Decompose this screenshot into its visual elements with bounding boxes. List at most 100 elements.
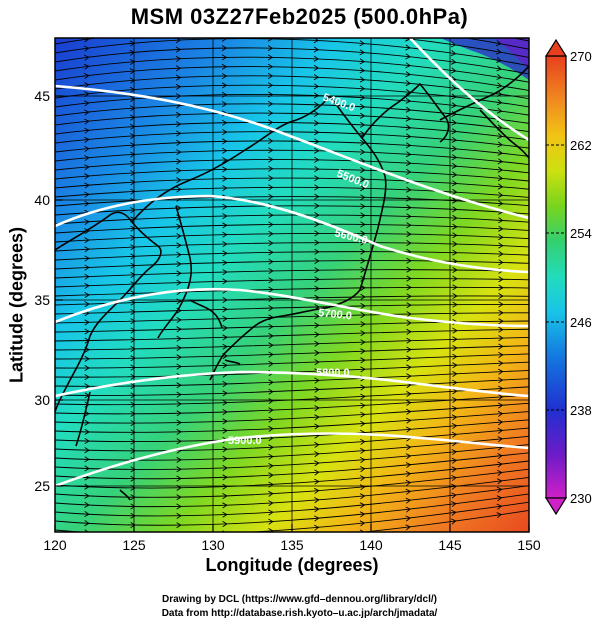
wind-arrowhead	[497, 200, 504, 207]
wind-arrowhead	[176, 19, 180, 24]
wind-arrowhead	[267, 82, 274, 89]
wind-arrowhead	[130, 253, 136, 260]
wind-arrowhead	[360, 357, 366, 364]
wind-arrowhead	[129, 114, 136, 121]
wind-arrowhead	[405, 515, 412, 522]
wind-arrowhead	[84, 127, 90, 134]
wind-arrowhead	[497, 166, 504, 173]
wind-arrowhead	[268, 277, 274, 284]
wind-arrowhead	[360, 402, 366, 409]
wind-arrowhead	[496, 48, 502, 55]
wind-arrowhead	[176, 242, 182, 249]
wind-arrowhead	[268, 221, 274, 228]
wind-arrowhead	[222, 147, 228, 154]
wind-arrowhead	[313, 524, 320, 531]
wind-arrowhead	[130, 429, 136, 436]
wind-arrowhead	[130, 420, 136, 427]
wind-arrowhead	[222, 278, 228, 285]
wind-arrowhead	[84, 501, 90, 508]
wind-arrowhead	[360, 239, 366, 246]
wind-arrowhead	[268, 323, 274, 330]
wind-arrowhead	[175, 121, 182, 128]
wind-arrowhead	[222, 493, 228, 500]
colorbar-lower-arrow	[544, 497, 568, 516]
wind-arrowhead	[84, 264, 90, 271]
wind-arrowhead	[451, 397, 458, 403]
wind-arrowhead	[222, 315, 228, 322]
wind-arrowhead	[130, 466, 136, 473]
wind-arrowhead	[314, 29, 318, 34]
streamline	[55, 103, 529, 124]
wind-arrowhead	[313, 506, 320, 513]
wind-arrowhead	[450, 50, 457, 57]
wind-arrowhead	[268, 379, 274, 386]
wind-arrowhead	[268, 472, 274, 479]
wind-arrowhead	[84, 374, 90, 381]
wind-arrowhead	[176, 317, 182, 323]
wind-arrowhead	[130, 179, 136, 186]
streamline	[55, 394, 529, 415]
wind-arrowhead	[221, 45, 228, 52]
wind-arrowhead	[129, 77, 136, 84]
streamline	[55, 168, 529, 182]
wind-arrowhead	[268, 463, 274, 469]
coastlines	[55, 65, 529, 501]
streamline	[55, 452, 529, 480]
wind-arrowhead	[314, 359, 320, 366]
wind-arrowhead	[405, 506, 412, 513]
wind-arrowhead	[176, 494, 182, 501]
streamline	[55, 468, 529, 498]
wind-arrowhead	[130, 225, 136, 232]
wind-arrowhead	[84, 492, 90, 499]
wind-arrowhead	[360, 176, 366, 183]
wind-arrowhead	[405, 497, 412, 504]
wind-arrowhead	[405, 142, 412, 149]
wind-arrowhead	[314, 340, 320, 347]
wind-arrowhead	[496, 90, 503, 97]
wind-arrowhead	[176, 0, 180, 5]
wind-arrowhead	[359, 76, 366, 83]
y-tick-label: 45	[34, 88, 50, 104]
wind-arrowhead	[222, 241, 228, 248]
wind-arrowhead	[176, 326, 182, 333]
y-tick-label: 35	[34, 292, 50, 308]
colorbar-ramp	[545, 55, 567, 499]
wind-arrowhead	[359, 94, 366, 101]
wind-arrowhead	[405, 426, 412, 433]
contour-label-5800: 5800.0	[316, 367, 350, 379]
wind-arrowhead	[130, 290, 136, 297]
wind-arrowhead	[451, 24, 456, 29]
wind-arrowhead	[84, 191, 90, 198]
wind-arrowhead	[496, 24, 501, 29]
wind-arrowhead	[451, 93, 457, 100]
wind-arrowhead	[314, 258, 320, 264]
wind-arrowhead	[268, 193, 274, 200]
wind-arrowhead	[314, 267, 320, 274]
wind-arrowhead	[176, 354, 182, 361]
colorbar: 270 262 254 246 238 230	[544, 38, 592, 516]
wind-arrowhead	[222, 427, 228, 434]
wind-arrowhead	[313, 83, 320, 90]
wind-arrowhead	[451, 67, 457, 74]
wind-arrowhead	[268, 138, 274, 144]
wind-arrowhead	[359, 520, 366, 527]
wind-arrowhead	[84, 219, 90, 225]
wind-arrowhead	[451, 180, 458, 187]
wind-arrowhead	[451, 136, 458, 143]
wind-arrowhead	[84, 465, 90, 472]
wind-arrowhead	[359, 456, 366, 463]
wind-arrowhead	[268, 184, 274, 191]
wind-arrowhead	[497, 394, 504, 401]
wind-arrowhead	[130, 244, 136, 251]
wind-arrowhead	[496, 65, 502, 72]
wind-arrowhead	[451, 457, 458, 464]
y-tick-label: 25	[34, 478, 50, 494]
wind-arrowhead	[130, 475, 136, 482]
wind-arrowhead	[130, 438, 136, 445]
wind-arrowhead	[405, 124, 412, 131]
wind-arrowhead	[452, 388, 458, 395]
wind-arrowhead	[405, 479, 412, 486]
wind-arrowhead	[222, 409, 228, 416]
wind-arrowhead	[130, 22, 135, 27]
wind-arrowhead	[222, 231, 228, 238]
